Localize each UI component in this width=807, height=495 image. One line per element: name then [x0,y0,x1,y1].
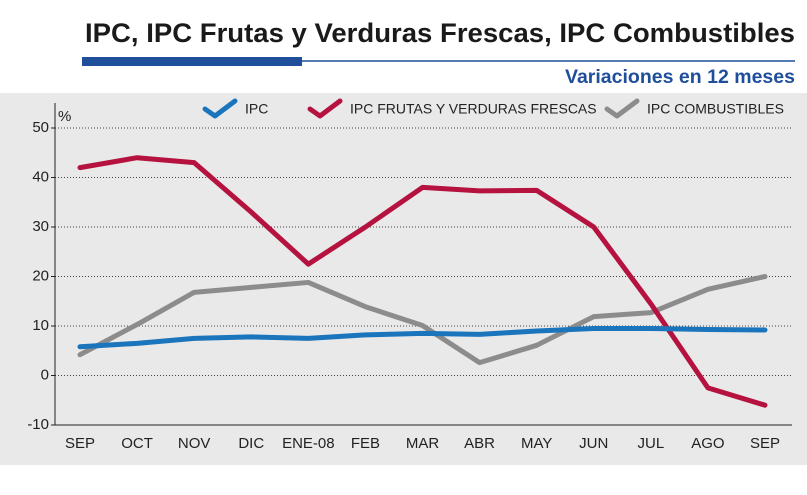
y-tick-label: 40 [32,168,49,185]
legend-swatch [202,98,238,119]
x-tick-label: MAY [521,435,552,452]
x-tick-label: OCT [121,435,153,452]
x-tick-label: ABR [464,435,495,452]
y-tick-label: -10 [27,416,49,433]
legend-label: IPC [245,101,268,117]
y-tick-label: 20 [32,267,49,284]
x-tick-label: MAR [406,435,440,452]
x-tick-label: AGO [691,435,724,452]
series-line [77,155,768,408]
chart-title: IPC, IPC Frutas y Verduras Frescas, IPC … [85,18,795,48]
legend-label: IPC FRUTAS Y VERDURAS FRESCAS [350,101,597,117]
x-tick-label: JUL [637,435,664,452]
x-tick-label: JUN [579,435,608,452]
series-line [77,325,768,350]
legend-label: IPC COMBUSTIBLES [647,101,784,117]
x-tick-label: SEP [65,435,95,452]
y-tick-label: 0 [41,366,49,383]
y-tick-label: 10 [32,317,49,334]
y-tick-label: 50 [32,119,49,136]
legend-swatch [307,98,343,119]
chart-subtitle: Variaciones en 12 meses [565,67,795,88]
x-tick-label: ENE-08 [282,435,335,452]
x-tick-label: DIC [238,435,264,452]
title-bar [82,57,302,66]
series-line [77,274,768,366]
y-axis-label: % [58,108,71,125]
x-tick-label: FEB [351,435,380,452]
plot-background [0,93,807,465]
y-tick-label: 30 [32,218,49,235]
x-tick-label: NOV [178,435,211,452]
legend-swatch [604,98,640,119]
x-tick-label: SEP [750,435,780,452]
